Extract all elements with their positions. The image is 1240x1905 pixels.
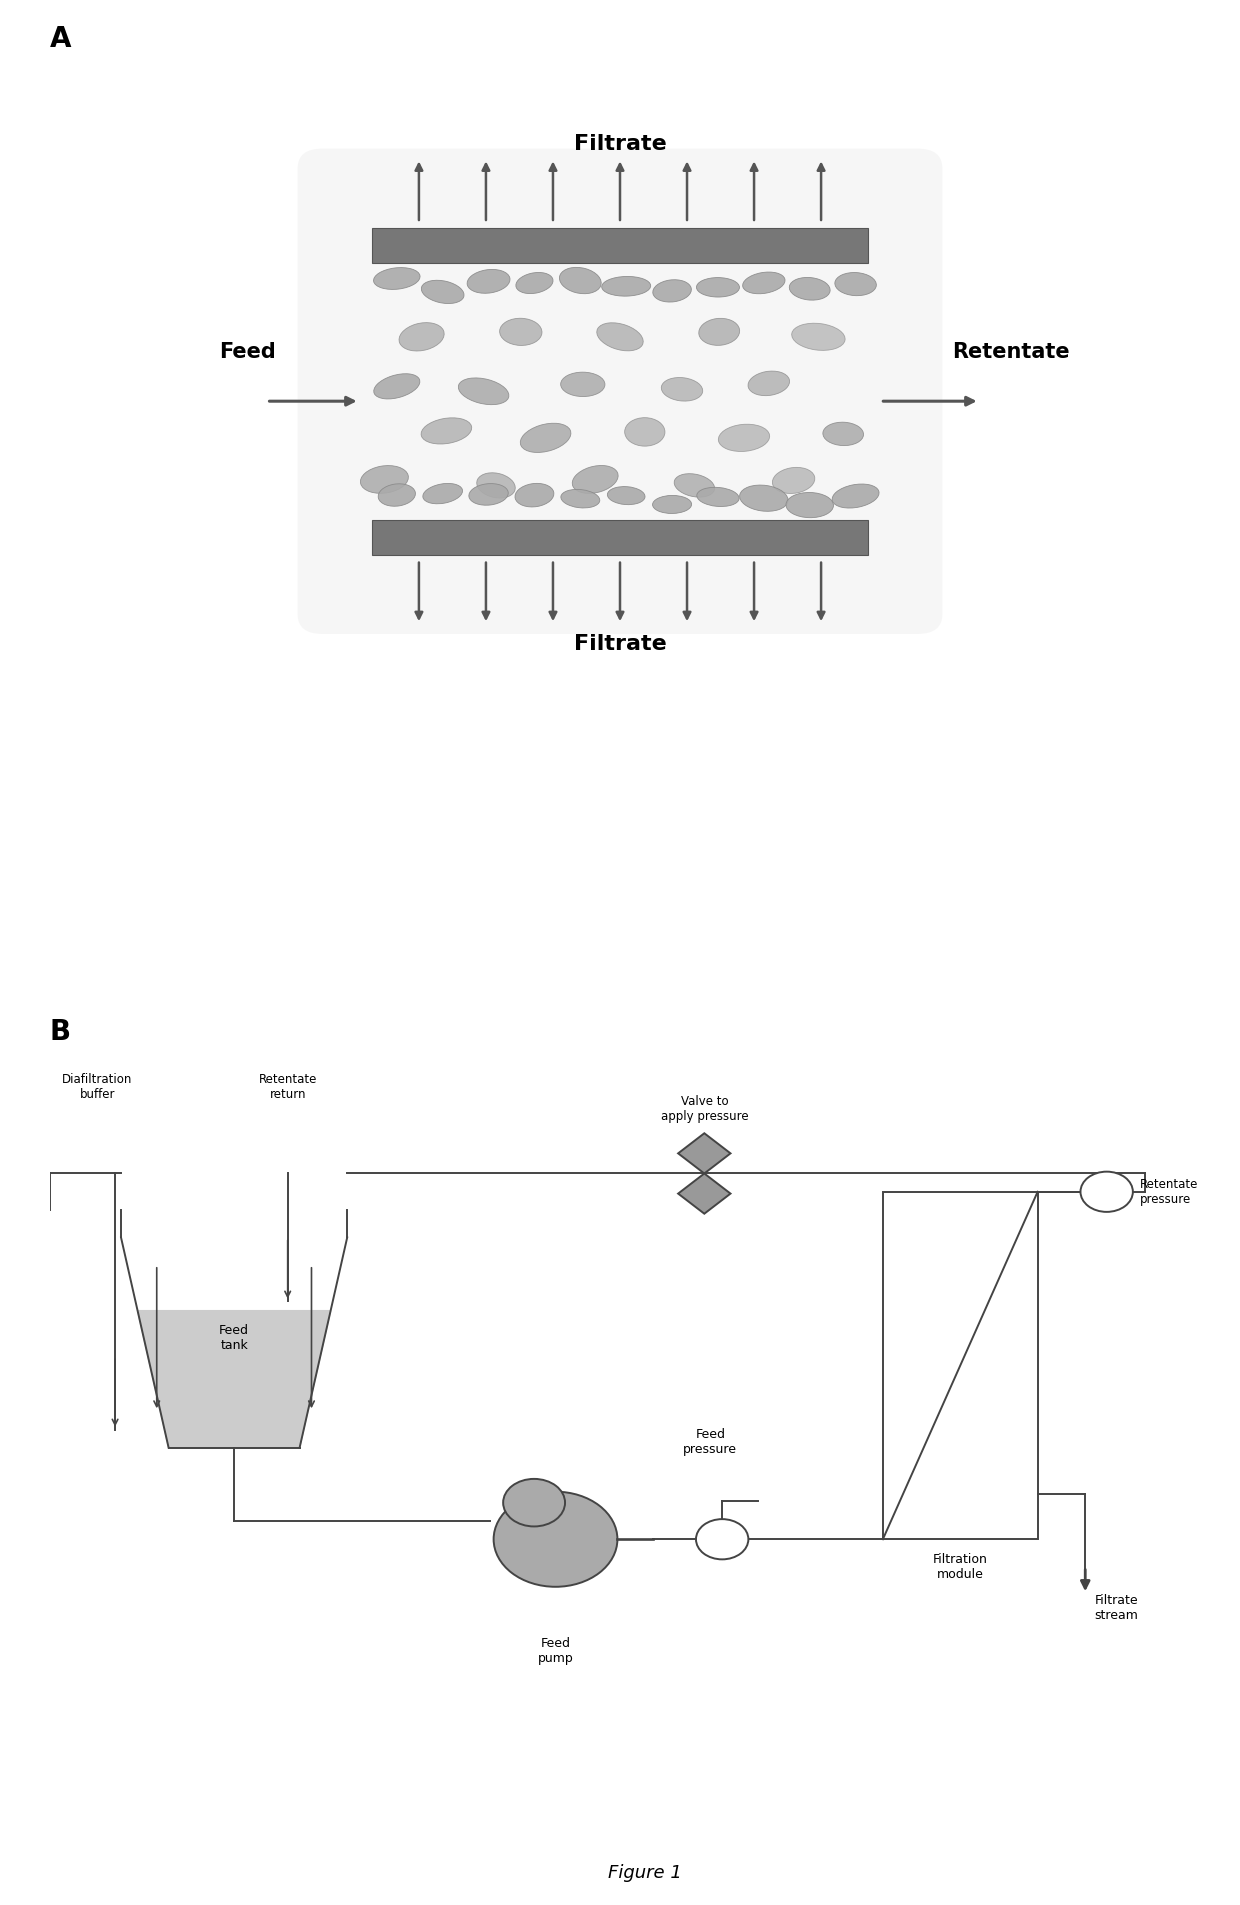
Ellipse shape [601,276,651,295]
Polygon shape [678,1173,730,1213]
Ellipse shape [823,423,863,446]
Text: Filtrate: Filtrate [574,133,666,154]
Circle shape [503,1478,565,1526]
Ellipse shape [791,324,846,351]
Ellipse shape [399,322,444,351]
Bar [372,520,868,554]
Ellipse shape [835,272,877,295]
Ellipse shape [560,490,600,509]
Ellipse shape [469,484,508,505]
FancyBboxPatch shape [298,149,942,634]
Ellipse shape [500,318,542,345]
Ellipse shape [459,377,508,404]
Text: Feed
pump: Feed pump [538,1636,573,1665]
Circle shape [494,1492,618,1587]
Ellipse shape [373,267,420,290]
Ellipse shape [476,472,516,497]
Ellipse shape [790,278,830,301]
Bar [372,229,868,263]
Ellipse shape [422,417,471,444]
Text: Filtrate: Filtrate [574,634,666,653]
Ellipse shape [573,465,618,493]
Ellipse shape [516,272,553,293]
Ellipse shape [378,484,415,507]
Ellipse shape [675,474,714,497]
Text: Feed
pressure: Feed pressure [683,1427,738,1455]
Ellipse shape [773,467,815,493]
Text: Retentate: Retentate [952,341,1069,362]
Ellipse shape [748,371,790,396]
Ellipse shape [786,493,833,518]
Text: Filtration
module: Filtration module [932,1553,988,1581]
Ellipse shape [467,269,510,293]
Polygon shape [678,1133,730,1173]
Polygon shape [138,1311,331,1448]
Text: Valve to
apply pressure: Valve to apply pressure [661,1095,748,1124]
Ellipse shape [699,318,739,345]
Ellipse shape [697,488,739,507]
Circle shape [696,1518,749,1560]
Text: Diafiltration
buffer: Diafiltration buffer [62,1073,133,1101]
Ellipse shape [521,423,570,453]
Text: Feed: Feed [219,341,277,362]
Ellipse shape [423,484,463,503]
Ellipse shape [718,425,770,451]
Ellipse shape [743,272,785,293]
Ellipse shape [832,484,879,509]
Text: Retentate
pressure: Retentate pressure [1140,1177,1198,1206]
Ellipse shape [625,417,665,446]
Ellipse shape [560,371,605,396]
Ellipse shape [559,267,601,293]
Text: B: B [50,1017,71,1046]
Ellipse shape [739,486,789,511]
Text: Figure 1: Figure 1 [608,1863,682,1882]
Circle shape [1080,1172,1133,1212]
Bar [883,1193,1038,1539]
Text: Filtrate
stream: Filtrate stream [1095,1594,1138,1621]
Text: Retentate
return: Retentate return [258,1073,317,1101]
Ellipse shape [361,465,408,493]
Text: A: A [50,25,71,53]
Ellipse shape [608,486,645,505]
Ellipse shape [697,278,739,297]
Ellipse shape [661,377,703,402]
Ellipse shape [422,280,464,303]
Ellipse shape [373,373,420,398]
Ellipse shape [515,484,554,507]
Text: Feed
tank: Feed tank [219,1324,249,1353]
Ellipse shape [596,322,644,351]
Ellipse shape [652,280,692,303]
Ellipse shape [652,495,692,514]
